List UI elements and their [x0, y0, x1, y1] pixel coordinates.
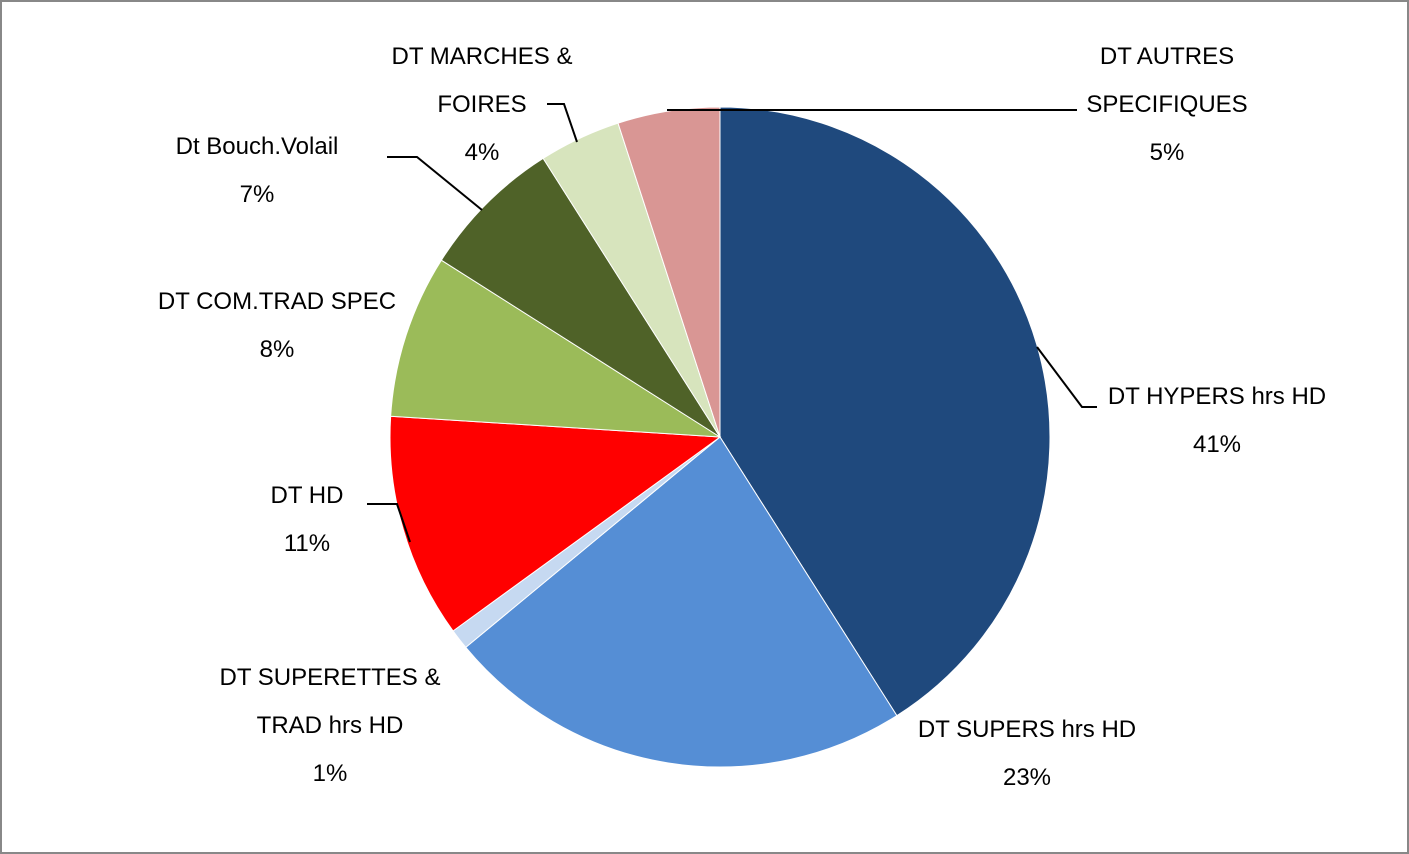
category-label: DT AUTRES SPECIFIQUES — [1086, 43, 1248, 118]
category-label: DT SUPERETTES & TRAD hrs HD — [219, 664, 441, 739]
leader-line — [387, 156, 483, 211]
slice-label: DT HD 11% — [207, 472, 407, 568]
leader-line — [367, 503, 411, 543]
value-label: 4% — [464, 139, 500, 166]
value-label: 8% — [259, 336, 295, 363]
pie-slice — [617, 106, 721, 438]
category-label: DT MARCHES & FOIRES — [391, 43, 573, 118]
value-label: 7% — [239, 181, 275, 208]
pie-slice — [390, 259, 721, 438]
category-label: DT HD — [270, 482, 344, 509]
value-label: 11% — [283, 530, 331, 557]
pie-slice — [719, 106, 1051, 717]
pie-slice — [389, 415, 722, 632]
slice-label: DT HYPERS hrs HD 41% — [1092, 373, 1342, 469]
pie-slice — [465, 436, 898, 768]
slice-label: DT SUPERS hrs HD 23% — [897, 706, 1157, 802]
category-label: Dt Bouch.Volail — [175, 133, 339, 160]
slices — [389, 106, 1051, 768]
category-label: DT SUPERS hrs HD — [917, 716, 1137, 743]
value-label: 23% — [1002, 764, 1052, 791]
category-label: DT COM.TRAD SPEC — [157, 288, 397, 315]
slice-label: DT COM.TRAD SPEC 8% — [152, 278, 402, 374]
pie-slice — [440, 157, 721, 438]
value-label: 5% — [1149, 139, 1185, 166]
leader-line — [547, 103, 578, 143]
value-label: 1% — [312, 760, 348, 787]
leader-line — [1036, 346, 1097, 408]
category-label: DT HYPERS hrs HD — [1107, 383, 1327, 410]
slice-label: Dt Bouch.Volail 7% — [117, 123, 397, 219]
slice-label: DT MARCHES & FOIRES 4% — [347, 33, 617, 177]
value-label: 41% — [1192, 431, 1242, 458]
slice-label: DT AUTRES SPECIFIQUES 5% — [1047, 33, 1287, 177]
slice-label: DT SUPERETTES & TRAD hrs HD 1% — [185, 654, 475, 798]
